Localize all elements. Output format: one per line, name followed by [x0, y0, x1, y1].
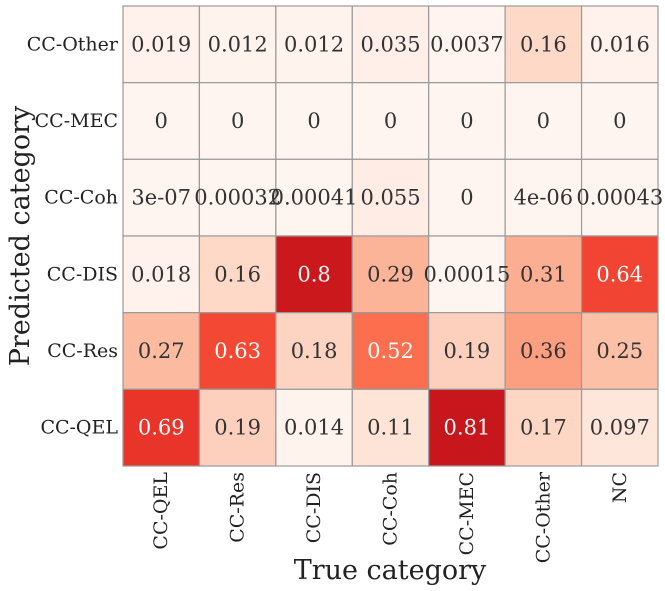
cell-value-label-r5-c3: 0.11	[367, 416, 414, 440]
cell-value-label-r0-c2: 0.012	[284, 32, 344, 56]
cell-value-label-r0-c4: 0.0037	[430, 32, 503, 56]
cell-value-label-r2-c6: 0.00043	[576, 186, 663, 210]
heatmap-cell-r2-c2	[275, 158, 353, 237]
x-tick-labels: CC-QEL CC-Res CC-DIS CC-Coh CC-MEC CC-Other NC	[150, 471, 631, 563]
x-tick-label-1: CC-Res	[227, 472, 249, 543]
cell-value-label-r0-c3: 0.035	[360, 32, 420, 56]
x-tick-label-4: CC-MEC	[456, 472, 478, 555]
cell-value-label-r4-c2: 0.18	[291, 339, 338, 363]
heatmap-cell-r2-c4	[428, 158, 506, 237]
y-tick-label-1: CC-MEC	[35, 110, 118, 132]
heatmap-cell-r0-c3	[351, 5, 430, 84]
heatmap-cell-r2-c6	[580, 158, 659, 237]
x-tick-label-0: CC-QEL	[150, 472, 172, 550]
heatmap-cell-r5-c4	[428, 388, 506, 467]
cell-value-label-r0-c6: 0.016	[590, 32, 650, 56]
heatmap-cell-r4-c0	[122, 312, 201, 390]
cell-value-label-r5-c0: 0.69	[138, 416, 185, 440]
cell-value-label-r1-c0: 0	[155, 109, 168, 133]
heatmap-cell-r2-c3	[351, 158, 430, 237]
heatmap-cell-r5-c5	[504, 388, 583, 467]
cell-value-label-r3-c3: 0.29	[367, 262, 414, 286]
cell-value-label-r3-c5: 0.31	[520, 262, 567, 286]
heatmap-cell-r3-c5	[504, 235, 583, 314]
heatmap-cell-r2-c1	[198, 158, 277, 237]
cell-value-label-r2-c3: 0.055	[360, 186, 420, 210]
cell-value-label-r4-c1: 0.63	[214, 339, 261, 363]
y-tick-label-4: CC-Res	[47, 340, 118, 362]
y-tick-labels: CC-Other CC-MEC CC-Coh CC-DIS CC-Res CC-QEL	[27, 33, 119, 438]
heatmap-cell-r5-c6	[580, 388, 659, 467]
heatmap-cell-r2-c5	[504, 158, 583, 237]
cell-value-label-r1-c3: 0	[384, 109, 397, 133]
heatmap-cell-r0-c0	[122, 5, 201, 84]
x-tick-label-3: CC-Coh	[380, 472, 402, 546]
cell-value-label-r0-c0: 0.019	[131, 32, 191, 56]
heatmap-cell-r1-c0	[122, 82, 201, 160]
heatmap-cell-r3-c6	[580, 235, 659, 314]
heatmap-cells	[122, 5, 659, 467]
cell-value-label-r4-c4: 0.19	[444, 339, 491, 363]
cell-value-label-r5-c2: 0.014	[284, 416, 344, 440]
cell-value-label-r5-c4: 0.81	[444, 416, 491, 440]
cell-value-label-r1-c1: 0	[231, 109, 244, 133]
heatmap-cell-r3-c0	[122, 235, 201, 314]
heatmap-cell-r0-c2	[275, 5, 353, 84]
cell-value-label-r3-c1: 0.16	[214, 262, 261, 286]
cell-value-label-r0-c5: 0.16	[520, 32, 567, 56]
heatmap-cell-r0-c5	[504, 5, 583, 84]
heatmap-cell-r5-c3	[351, 388, 430, 467]
heatmap-cell-r5-c0	[122, 388, 201, 467]
heatmap-cell-r1-c2	[275, 82, 353, 160]
heatmap-cell-r3-c1	[198, 235, 277, 314]
heatmap-cell-r0-c1	[198, 5, 277, 84]
cell-value-label-r1-c5: 0	[537, 109, 550, 133]
y-tick-label-2: CC-Coh	[44, 187, 118, 209]
heatmap-cell-labels: 0.019 0.012 0.012 0.035 0.0037 0.16 0.016 0 0 0 0 0…	[131, 32, 663, 439]
cell-value-label-r4-c0: 0.27	[138, 339, 185, 363]
cell-value-label-r0-c1: 0.012	[208, 32, 268, 56]
y-tick-label-3: CC-DIS	[47, 263, 118, 285]
cell-value-label-r3-c4: 0.00015	[424, 262, 511, 286]
cell-value-label-r4-c5: 0.36	[520, 339, 567, 363]
heatmap-cell-r5-c1	[198, 388, 277, 467]
cell-value-label-r5-c6: 0.097	[590, 416, 650, 440]
x-tick-label-6: NC	[609, 472, 631, 503]
cell-value-label-r5-c1: 0.19	[214, 416, 261, 440]
cell-value-label-r1-c4: 0	[460, 109, 473, 133]
y-tick-label-5: CC-QEL	[40, 417, 118, 439]
cell-value-label-r4-c6: 0.25	[596, 339, 643, 363]
heatmap-cell-r1-c4	[428, 82, 506, 160]
cell-value-label-r2-c4: 0	[460, 186, 473, 210]
cell-value-label-r2-c2: 0.00041	[271, 186, 358, 210]
heatmap-cell-r1-c6	[580, 82, 659, 160]
cell-value-label-r2-c1: 0.00032	[194, 186, 281, 210]
cell-value-label-r3-c2: 0.8	[297, 262, 330, 286]
y-tick-label-0: CC-Other	[27, 33, 119, 55]
cell-value-label-r4-c3: 0.52	[367, 339, 414, 363]
heatmap-cell-r4-c2	[275, 312, 353, 390]
y-axis-label: Predicted category	[5, 105, 36, 366]
cell-value-label-r2-c5: 4e-06	[514, 186, 574, 210]
heatmap-cell-r5-c2	[275, 388, 353, 467]
cell-value-label-r1-c6: 0	[613, 109, 626, 133]
x-tick-label-2: CC-DIS	[303, 472, 325, 543]
x-axis-label: True category	[294, 555, 487, 586]
cell-value-label-r5-c5: 0.17	[520, 416, 567, 440]
cell-value-label-r3-c0: 0.018	[131, 262, 191, 286]
cell-value-label-r1-c2: 0	[307, 109, 320, 133]
x-tick-label-5: CC-Other	[532, 471, 554, 563]
heatmap-cell-r3-c3	[351, 235, 430, 314]
cell-value-label-r3-c6: 0.64	[596, 262, 643, 286]
cell-value-label-r2-c0: 3e-07	[131, 186, 191, 210]
